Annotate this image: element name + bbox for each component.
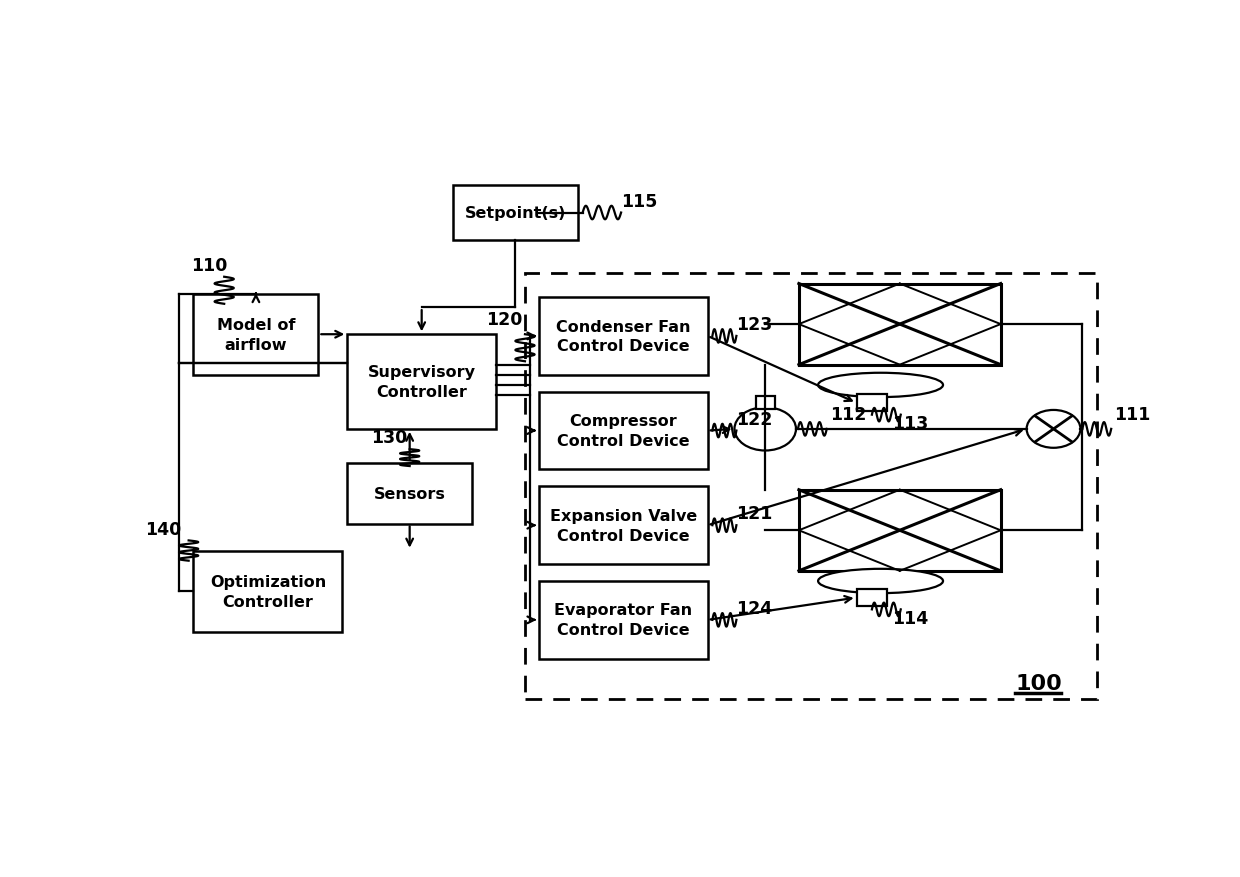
Text: 122: 122 [737,410,773,428]
Text: Compressor
Control Device: Compressor Control Device [557,414,689,448]
Text: Expansion Valve
Control Device: Expansion Valve Control Device [549,509,697,543]
Text: 100: 100 [1016,674,1061,694]
Bar [539,581,708,659]
Bar [539,392,708,470]
Text: 111: 111 [1114,405,1151,424]
Text: Optimization
Controller: Optimization Controller [210,574,326,609]
Text: Evaporator Fan
Control Device: Evaporator Fan Control Device [554,602,693,638]
Bar [347,463,472,524]
Ellipse shape [818,374,942,397]
Bar [755,396,775,410]
Text: 114: 114 [892,610,929,627]
Text: 120: 120 [486,310,523,329]
Text: 130: 130 [371,429,408,447]
Text: Sensors: Sensors [373,486,445,501]
Bar [525,274,1096,700]
Text: 113: 113 [892,415,929,432]
Bar [799,490,1001,571]
Text: Condenser Fan
Control Device: Condenser Fan Control Device [557,319,691,354]
Bar [857,589,888,606]
Bar [347,335,496,430]
Bar [453,186,578,240]
Text: 124: 124 [737,599,773,617]
Text: 115: 115 [621,193,657,210]
Text: 121: 121 [737,505,773,523]
Bar [193,551,342,632]
Text: Setpoint(s): Setpoint(s) [465,206,567,221]
Text: Model of
airflow: Model of airflow [217,317,295,353]
Text: 140: 140 [145,520,181,538]
Ellipse shape [818,569,942,594]
Bar [857,395,888,412]
Circle shape [734,408,796,451]
Bar [539,297,708,375]
Text: Supervisory
Controller: Supervisory Controller [368,365,476,400]
Text: 123: 123 [737,316,773,334]
Text: 112: 112 [830,405,866,424]
Text: 110: 110 [191,257,228,275]
Bar [193,295,319,375]
Bar [799,284,1001,365]
Circle shape [1027,410,1080,448]
Bar [539,487,708,565]
